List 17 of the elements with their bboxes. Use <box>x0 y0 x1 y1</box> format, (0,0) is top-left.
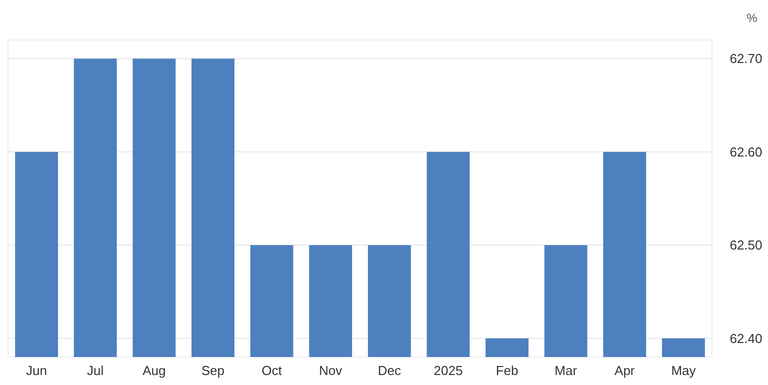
x-tick-label: Apr <box>614 363 636 378</box>
y-tick-label: 62.40 <box>730 330 762 346</box>
y-tick-label: 62.60 <box>730 144 762 160</box>
x-tick-label: 2025 <box>434 363 463 378</box>
x-tick-label: Jul <box>87 363 104 378</box>
x-tick-label: Sep <box>201 363 225 378</box>
y-tick-label: 62.70 <box>730 51 762 66</box>
x-tick-label: Feb <box>496 363 518 378</box>
x-tick-label: Dec <box>378 363 402 378</box>
x-tick-label: Mar <box>554 363 578 378</box>
x-tick-label: Oct <box>262 363 282 378</box>
x-tick-label: Aug <box>142 363 166 378</box>
x-tick-label: May <box>671 363 696 378</box>
x-tick-label: Nov <box>319 363 343 378</box>
y-axis-title: % <box>746 11 758 25</box>
y-tick-label: 62.50 <box>730 238 762 253</box>
x-tick-label: Jun <box>26 363 48 378</box>
